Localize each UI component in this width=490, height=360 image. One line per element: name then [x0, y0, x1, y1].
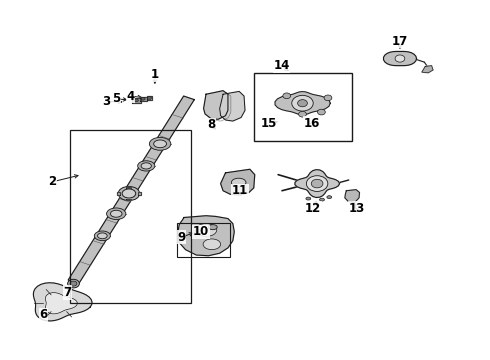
Text: 7: 7: [63, 286, 71, 299]
Text: 4: 4: [126, 90, 135, 103]
Text: 5: 5: [112, 93, 120, 105]
Circle shape: [147, 96, 151, 99]
Circle shape: [306, 176, 328, 192]
Ellipse shape: [306, 197, 311, 200]
Circle shape: [292, 95, 313, 111]
Polygon shape: [33, 283, 92, 321]
Polygon shape: [203, 91, 228, 119]
Ellipse shape: [110, 210, 122, 217]
Polygon shape: [68, 96, 194, 284]
Ellipse shape: [327, 196, 332, 199]
Circle shape: [324, 95, 332, 101]
Polygon shape: [422, 66, 433, 73]
Ellipse shape: [154, 140, 167, 148]
Circle shape: [311, 179, 323, 188]
Ellipse shape: [138, 161, 155, 171]
Ellipse shape: [98, 233, 107, 239]
Ellipse shape: [95, 231, 110, 240]
Circle shape: [134, 99, 138, 102]
Text: 17: 17: [392, 35, 408, 48]
Polygon shape: [220, 91, 245, 121]
Bar: [177, 223, 230, 257]
Polygon shape: [384, 51, 416, 66]
Text: 16: 16: [304, 117, 320, 130]
Text: 14: 14: [273, 59, 290, 72]
Polygon shape: [126, 199, 131, 200]
Circle shape: [68, 279, 79, 288]
Polygon shape: [147, 96, 152, 100]
Ellipse shape: [196, 224, 217, 237]
Text: 8: 8: [207, 118, 215, 131]
Circle shape: [283, 93, 291, 99]
Polygon shape: [132, 98, 141, 103]
Ellipse shape: [208, 225, 217, 230]
Text: 6: 6: [40, 308, 48, 321]
Text: 9: 9: [177, 231, 186, 244]
Text: 12: 12: [305, 202, 321, 215]
Polygon shape: [46, 293, 77, 314]
Text: 10: 10: [193, 225, 209, 238]
Text: 1: 1: [151, 68, 159, 81]
Bar: [70, 130, 192, 303]
Circle shape: [141, 97, 145, 100]
Circle shape: [395, 55, 405, 62]
Polygon shape: [140, 97, 147, 101]
Polygon shape: [295, 170, 340, 198]
Polygon shape: [126, 187, 131, 188]
Ellipse shape: [319, 198, 324, 201]
Ellipse shape: [203, 239, 220, 249]
Circle shape: [298, 111, 306, 117]
Polygon shape: [220, 169, 255, 195]
Polygon shape: [345, 190, 360, 203]
Ellipse shape: [141, 163, 151, 169]
Text: 2: 2: [49, 175, 57, 188]
Polygon shape: [138, 192, 141, 195]
Circle shape: [318, 109, 325, 115]
Circle shape: [70, 281, 77, 286]
Text: 3: 3: [102, 95, 110, 108]
Polygon shape: [178, 216, 234, 256]
Ellipse shape: [107, 208, 126, 220]
Bar: [254, 73, 352, 141]
Text: 15: 15: [260, 117, 276, 130]
Ellipse shape: [122, 189, 136, 198]
Ellipse shape: [149, 138, 171, 150]
Polygon shape: [117, 192, 120, 195]
Ellipse shape: [118, 186, 140, 201]
Circle shape: [297, 100, 307, 107]
Polygon shape: [275, 91, 330, 115]
Ellipse shape: [231, 178, 246, 187]
Text: 11: 11: [232, 184, 248, 197]
Text: 13: 13: [349, 202, 365, 215]
